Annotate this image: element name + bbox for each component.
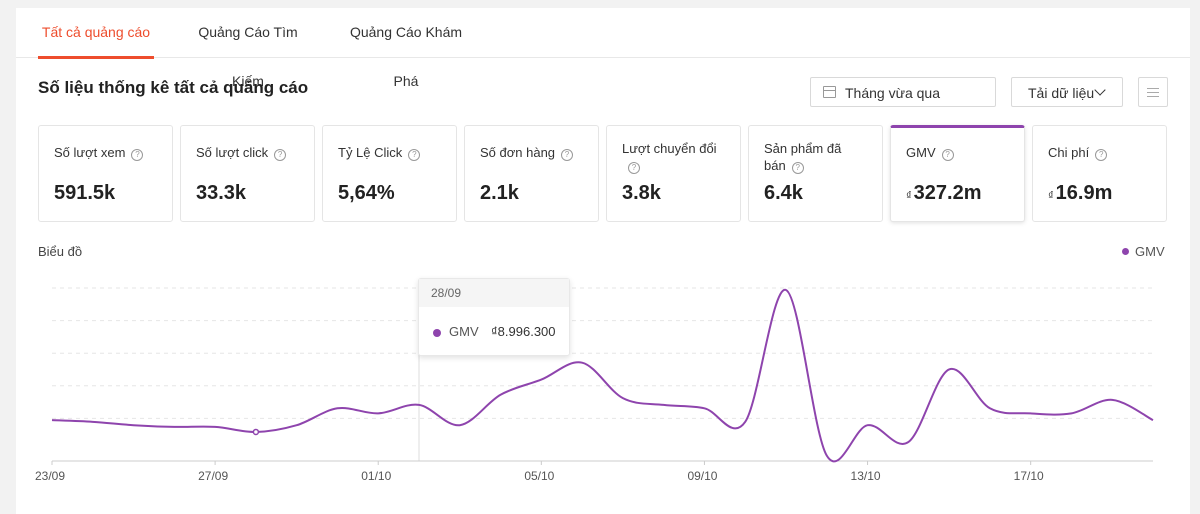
help-icon: ? (561, 149, 574, 161)
metric-card-cost[interactable]: Chi phí? ₫ 16.9m (1032, 125, 1167, 222)
help-icon: ? (408, 149, 421, 161)
metric-card-items-sold[interactable]: Sản phẩm đã bán? 6.4k (748, 125, 883, 222)
metric-label: Số lượt click? (196, 144, 306, 161)
x-tick-label: 13/10 (851, 469, 881, 483)
metric-value: 5,64% (338, 182, 395, 204)
tab-all-ads[interactable]: Tất cả quảng cáo (38, 8, 154, 59)
date-range-picker[interactable]: Tháng vừa qua (810, 77, 996, 107)
metric-value: ₫ 16.9m (1048, 182, 1113, 204)
tab-search-ads[interactable]: Quảng Cáo Tìm Kiếm (198, 24, 298, 89)
metric-card-gmv[interactable]: GMV? ₫ 327.2m (890, 125, 1025, 222)
gmv-line-chart[interactable]: 23/09 27/09 01/10 05/10 09/10 13/10 17/10 (16, 268, 1190, 498)
metric-value: 2.1k (480, 182, 519, 204)
x-tick-label: 17/10 (1014, 469, 1044, 483)
metric-value: ₫ 327.2m (906, 182, 982, 204)
metric-card-views[interactable]: Số lượt xem? 591.5k (38, 125, 173, 222)
help-icon: ? (628, 162, 640, 174)
x-tick-label: 01/10 (361, 469, 391, 483)
download-data-button[interactable]: Tải dữ liệu (1011, 77, 1123, 107)
legend-dot (1122, 248, 1129, 255)
tooltip-value: ₫8.996.300 (491, 324, 556, 339)
metric-label: Tỷ Lệ Click? (338, 144, 448, 161)
metric-label: Chi phí? (1048, 144, 1158, 161)
metric-label: GMV? (906, 144, 1016, 161)
page-title: Số liệu thống kê tất cả quảng cáo (38, 78, 309, 97)
chevron-down-icon (1094, 84, 1106, 96)
currency-symbol: ₫ (1048, 190, 1054, 202)
chart-legend[interactable]: GMV (1122, 244, 1165, 259)
date-range-value: Tháng vừa qua (845, 85, 940, 101)
help-icon: ? (131, 149, 144, 161)
metric-value: 33.3k (196, 182, 247, 204)
x-tick-label: 23/09 (35, 469, 65, 483)
metric-value: 3.8k (622, 182, 661, 204)
calendar-icon (823, 86, 836, 98)
metric-label: Sản phẩm đã bán? (764, 141, 842, 174)
ad-type-tabs: Tất cả quảng cáo Quảng Cáo Tìm Kiếm Quản… (16, 8, 1190, 89)
tab-discovery-ads[interactable]: Quảng Cáo Khám Phá (349, 24, 463, 89)
more-options-button[interactable] (1138, 77, 1168, 107)
x-tick-label: 27/09 (198, 469, 228, 483)
metric-card-clicks[interactable]: Số lượt click? 33.3k (180, 125, 315, 222)
data-point-marker[interactable] (252, 428, 260, 436)
metric-label: Số đơn hàng? (480, 144, 590, 161)
help-icon: ? (1095, 149, 1108, 161)
metric-value: 591.5k (54, 182, 116, 204)
help-icon: ? (941, 149, 954, 161)
currency-symbol: ₫ (906, 190, 912, 202)
ads-stats-panel: Tất cả quảng cáo Quảng Cáo Tìm Kiếm Quản… (16, 8, 1190, 514)
metric-label: Lượt chuyển đổi? (622, 141, 717, 174)
chart-tooltip: 28/09 GMV ₫8.996.300 (418, 278, 570, 356)
chart-label: Biểu đồ (38, 244, 83, 259)
metric-value: 6.4k (764, 182, 803, 204)
metric-card-conversions[interactable]: Lượt chuyển đổi? 3.8k (606, 125, 741, 222)
help-icon: ? (791, 162, 804, 174)
tooltip-series-name: GMV (449, 324, 479, 339)
download-label: Tải dữ liệu (1028, 85, 1095, 101)
tooltip-date: 28/09 (419, 279, 569, 307)
x-tick-label: 09/10 (687, 469, 717, 483)
series-line-gmv[interactable] (51, 289, 1154, 463)
x-tick-label: 05/10 (524, 469, 554, 483)
tooltip-series-dot (433, 329, 441, 337)
help-icon: ? (274, 149, 287, 161)
metric-card-ctr[interactable]: Tỷ Lệ Click? 5,64% (322, 125, 457, 222)
metric-card-orders[interactable]: Số đơn hàng? 2.1k (464, 125, 599, 222)
metric-label: Số lượt xem? (54, 144, 164, 161)
